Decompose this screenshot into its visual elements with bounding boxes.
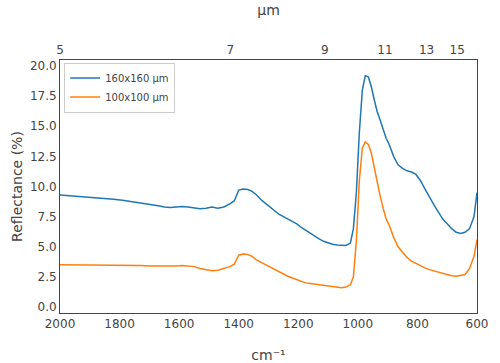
svg-text:2000: 2000 <box>45 317 76 331</box>
svg-text:0.0: 0.0 <box>38 300 57 314</box>
svg-text:600: 600 <box>466 317 489 331</box>
svg-text:Reflectance (%): Reflectance (%) <box>9 131 25 242</box>
svg-text:10.0: 10.0 <box>30 180 57 194</box>
svg-text:1000: 1000 <box>343 317 374 331</box>
svg-text:7.5: 7.5 <box>38 210 57 224</box>
svg-text:17.5: 17.5 <box>30 89 57 103</box>
svg-text:5.0: 5.0 <box>38 240 57 254</box>
svg-text:cm⁻¹: cm⁻¹ <box>251 347 285 363</box>
svg-text:9: 9 <box>321 43 329 57</box>
svg-text:5: 5 <box>56 43 64 57</box>
svg-text:15: 15 <box>449 43 464 57</box>
svg-text:13: 13 <box>419 43 434 57</box>
svg-text:12.5: 12.5 <box>30 150 57 164</box>
svg-text:1600: 1600 <box>164 317 195 331</box>
svg-text:7: 7 <box>226 43 234 57</box>
svg-text:μm: μm <box>257 2 280 18</box>
svg-text:11: 11 <box>377 43 392 57</box>
svg-text:160x160 μm: 160x160 μm <box>105 73 168 84</box>
svg-text:1800: 1800 <box>104 317 135 331</box>
svg-text:2.5: 2.5 <box>38 270 57 284</box>
svg-text:1400: 1400 <box>223 317 254 331</box>
svg-text:1200: 1200 <box>283 317 314 331</box>
svg-text:100x100 μm: 100x100 μm <box>105 92 168 103</box>
svg-text:15.0: 15.0 <box>30 119 57 133</box>
svg-text:800: 800 <box>406 317 429 331</box>
svg-text:20.0: 20.0 <box>30 59 57 73</box>
